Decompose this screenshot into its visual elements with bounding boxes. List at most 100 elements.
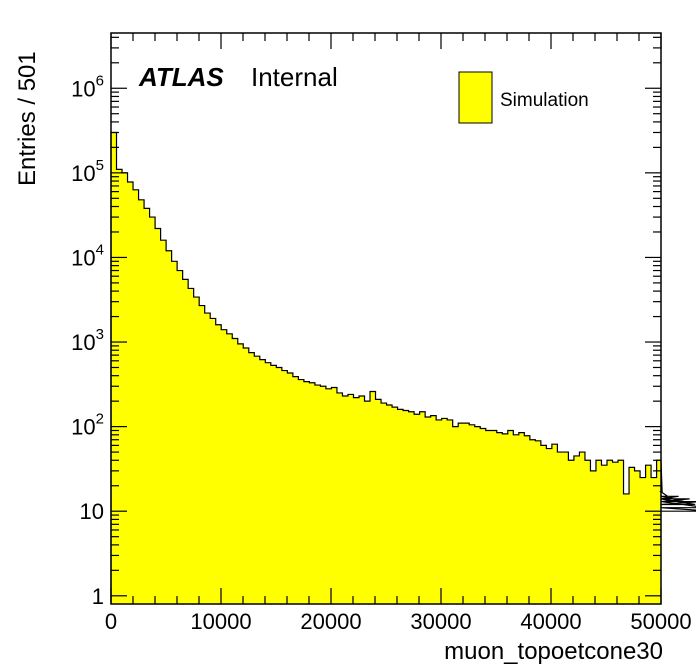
histogram-bar [287, 373, 294, 604]
histogram-bar [226, 333, 233, 604]
histogram-bar [469, 424, 476, 604]
histogram-bar [579, 452, 586, 604]
histogram-bar [325, 388, 332, 604]
histogram-bar [606, 460, 613, 604]
histogram-bar [331, 387, 338, 604]
histogram-bar [248, 352, 255, 604]
histogram-bar [557, 452, 564, 604]
legend-label-simulation: Simulation [500, 90, 589, 111]
y-axis-title: Entries / 501 [14, 51, 41, 186]
y-tick-label: 102 [71, 411, 104, 440]
internal-label: Internal [251, 62, 338, 92]
histogram-bar [513, 434, 520, 604]
histogram-bar [215, 324, 222, 604]
histogram-bar [485, 430, 492, 604]
histogram-bar [381, 403, 387, 604]
histogram-bar [425, 416, 432, 604]
histogram-bar [397, 409, 404, 604]
histogram-bar [259, 359, 266, 604]
histogram-bar [463, 423, 470, 604]
histogram-bar [359, 396, 365, 604]
histogram-bar [502, 433, 509, 604]
histogram-bar [518, 432, 525, 604]
histogram-bar [408, 411, 415, 604]
histogram-bar [347, 394, 354, 604]
histogram-bar [436, 419, 443, 604]
histogram-bar [419, 411, 426, 604]
histogram-bar [447, 419, 454, 604]
histogram-bar [507, 430, 514, 604]
histogram-bar [298, 379, 305, 604]
histogram-bar [276, 367, 283, 604]
histogram-bar [612, 462, 619, 604]
histogram-bars [111, 132, 662, 605]
histogram-bar [292, 376, 299, 604]
histogram-bar [375, 399, 382, 604]
histogram-bar [370, 391, 376, 604]
histogram-bar [546, 448, 553, 604]
histogram-bar [336, 392, 343, 604]
histogram-bar [177, 270, 184, 604]
histogram-bar [309, 382, 316, 604]
histogram-bar [618, 460, 624, 604]
histogram-bar [645, 465, 652, 604]
histogram-bar [452, 426, 459, 604]
histogram-bar [540, 445, 547, 604]
histogram-bar [386, 405, 393, 604]
histogram-bar [320, 386, 327, 604]
axis-ticks [110, 33, 662, 604]
histogram-bar [221, 329, 228, 604]
x-tick-label: 10000 [190, 609, 251, 634]
y-tick-label: 106 [71, 72, 104, 101]
legend-swatch [458, 71, 493, 124]
histogram-bar [133, 189, 139, 604]
histogram-bar [199, 305, 206, 604]
histogram-bar [535, 440, 542, 604]
histogram-bar [656, 460, 662, 604]
histogram-bar [601, 465, 608, 604]
x-tick-label: 20000 [300, 609, 361, 634]
histogram-bar [193, 297, 200, 604]
histogram-bar [524, 435, 531, 604]
histogram-bar [243, 348, 250, 604]
histogram-bar [364, 401, 371, 604]
histogram-bar [166, 250, 173, 605]
histogram-bar [232, 338, 239, 604]
histogram-bar [640, 477, 646, 604]
histogram-bar [474, 426, 481, 604]
histogram-bar [303, 381, 310, 604]
histogram-bar [314, 385, 321, 604]
histogram-bar [281, 370, 288, 604]
atlas-label: ATLAS [138, 62, 224, 92]
histogram-bar [171, 261, 178, 604]
histogram-bar [458, 423, 465, 604]
histogram-bar [182, 279, 189, 604]
histogram-bar [595, 460, 602, 604]
histogram-bar [584, 460, 591, 604]
x-tick-label: 40000 [520, 609, 581, 634]
histogram-bar [155, 228, 161, 604]
histogram-bar [573, 455, 580, 604]
histogram-bar [529, 439, 536, 604]
histogram-bar [634, 470, 641, 604]
histogram-bar [342, 396, 349, 604]
histogram-bar [623, 493, 630, 604]
histogram-bar [265, 362, 272, 604]
histogram-bar [160, 240, 167, 605]
y-tick-label: 104 [71, 241, 104, 270]
histogram-bar [116, 169, 123, 604]
histogram-bar [629, 467, 635, 604]
histogram-bar [237, 343, 244, 604]
histogram-bar [353, 397, 360, 604]
x-tick-label: 50000 [630, 609, 691, 634]
y-tick-label: 103 [71, 326, 104, 355]
histogram-bar [590, 470, 597, 604]
y-tick-label: 1 [92, 584, 104, 609]
x-axis-title: muon_topoetcone30 [444, 638, 663, 665]
axis-tick-labels: 0 10000 20000 30000 40000 50000 1 10 102 103 104 10… [71, 72, 691, 634]
histogram-bar [562, 452, 569, 604]
histogram-bar [122, 172, 128, 604]
histogram-outline [110, 131, 696, 604]
histogram-bar [403, 410, 409, 604]
x-tick-label: 0 [105, 609, 117, 634]
